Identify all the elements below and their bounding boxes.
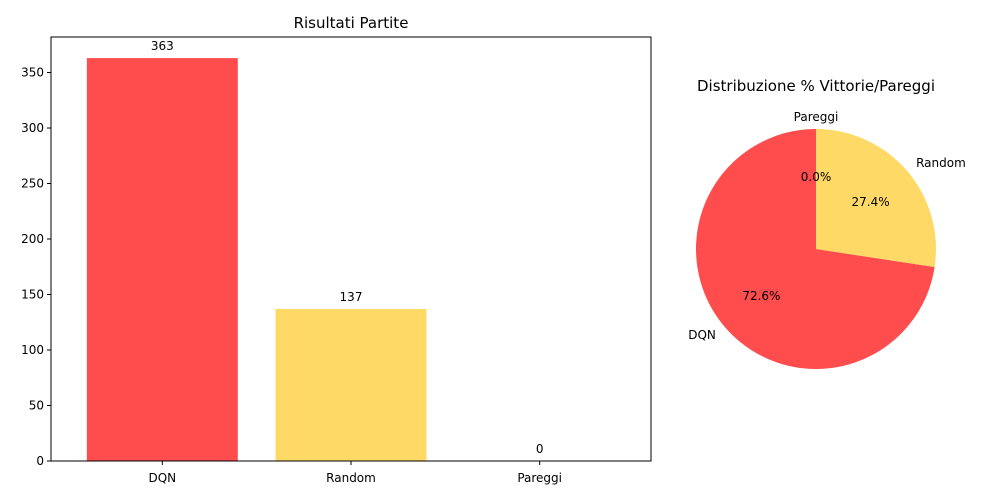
pie-slice-random bbox=[816, 129, 936, 268]
bar-dqn bbox=[86, 58, 238, 462]
y-tick-label: 0 bbox=[36, 454, 44, 468]
bar-random bbox=[275, 308, 427, 461]
x-tick-label: Random bbox=[326, 471, 376, 485]
x-tick-label: Pareggi bbox=[517, 471, 562, 485]
bar-data-label: 137 bbox=[340, 290, 363, 304]
pie-slice-dqn bbox=[696, 129, 935, 370]
bar-chart: Risultati Partite 050100150200250300350 … bbox=[21, 14, 652, 485]
pie-series bbox=[696, 129, 936, 370]
y-tick-label: 100 bbox=[21, 343, 44, 357]
y-tick-label: 200 bbox=[21, 232, 44, 246]
pie-chart-title: Distribuzione % Vittorie/Pareggi bbox=[697, 77, 935, 95]
bar-chart-title: Risultati Partite bbox=[294, 14, 409, 32]
pie-percent-label: 27.4% bbox=[852, 195, 890, 209]
bar-series: 363 137 0 bbox=[86, 39, 544, 462]
bar-data-label: 0 bbox=[536, 442, 544, 456]
y-tick-label: 250 bbox=[21, 177, 44, 191]
bar-data-label: 363 bbox=[151, 39, 174, 53]
bar-plot-frame bbox=[50, 36, 652, 462]
x-tick-label: DQN bbox=[148, 471, 176, 485]
pie-labels: DQN 72.6% Random 27.4% Pareggi 0.0% bbox=[688, 110, 966, 342]
pie-percent-label: 72.6% bbox=[742, 289, 780, 303]
y-tick-label: 350 bbox=[21, 66, 44, 80]
pie-chart: Distribuzione % Vittorie/Pareggi DQN 72.6… bbox=[688, 77, 966, 370]
pie-category-label: Random bbox=[916, 156, 966, 170]
bar-y-axis: 0 50 100 150 200 250 300 350 bbox=[21, 66, 51, 468]
pie-category-label: Pareggi bbox=[794, 110, 839, 124]
bar-x-axis: DQN Random Pareggi bbox=[148, 461, 562, 485]
y-tick-label: 300 bbox=[21, 121, 44, 135]
y-tick-label: 50 bbox=[29, 399, 44, 413]
y-tick-label: 150 bbox=[21, 288, 44, 302]
pie-percent-label: 0.0% bbox=[801, 170, 832, 184]
pie-category-label: DQN bbox=[688, 328, 716, 342]
